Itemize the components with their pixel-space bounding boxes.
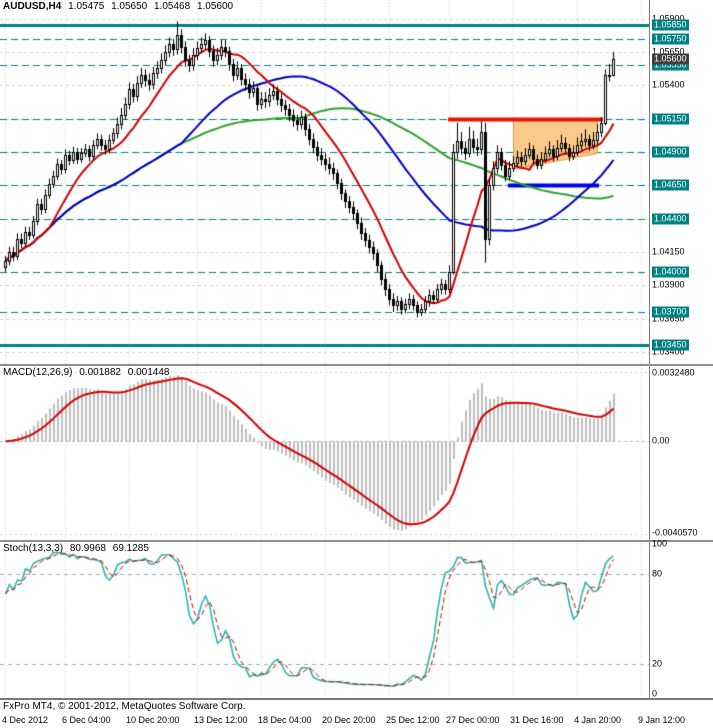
macd-plot-area: MACD(12,26,9) 0.001882 0.001448 (0, 366, 649, 540)
time-axis-label: 25 Dec 12:00 (386, 715, 440, 725)
macd-axis-max-label: 0.0032480 (652, 367, 695, 378)
stoch-axis-label: 0 (652, 688, 658, 699)
stoch-d-value: 69.1285 (112, 543, 149, 554)
panel-divider (0, 540, 713, 542)
ohlc-open-value: 1.05475 (68, 1, 105, 12)
current-price-label: 1.05600 (652, 53, 689, 65)
macd-signal-value: 0.001448 (127, 367, 170, 378)
price-line-label: 1.04400 (652, 213, 689, 225)
price-line-label: 1.05850 (652, 19, 689, 31)
price-line-label: 1.03700 (652, 306, 689, 318)
stochastic-panel: Stoch(13,3,3) 80.9968 69.1285 100 80 20 0 (0, 538, 713, 699)
price-line-label: 1.04000 (652, 266, 689, 278)
ohlc-close-value: 1.05600 (196, 1, 234, 12)
time-axis-label: 10 Dec 20:00 (126, 715, 180, 725)
price-line-label: 1.04650 (652, 179, 689, 191)
stochastic-canvas[interactable] (0, 542, 649, 698)
macd-axis[interactable]: 0.0032480 0.00 -0.0040570 (649, 366, 713, 540)
price-axis-label: 1.03900 (652, 279, 685, 290)
macd-title: MACD(12,26,9) 0.001882 0.001448 (3, 367, 173, 378)
price-axis-label: 1.05650 (652, 46, 685, 57)
stochastic-title: Stoch(13,3,3) 80.9968 69.1285 (3, 543, 153, 554)
macd-axis-min-label: -0.0040570 (652, 527, 698, 538)
stoch-k-value: 80.9968 (69, 543, 106, 554)
copyright-text: FxPro MT4, © 2001-2012, MetaQuotes Softw… (3, 701, 246, 712)
price-line-label: 1.04900 (652, 146, 689, 158)
price-axis-label: 1.03400 (652, 346, 685, 357)
time-axis-label: 13 Dec 12:00 (194, 715, 248, 725)
price-axis-label: 1.04150 (652, 246, 685, 257)
stoch-axis-label: 20 (652, 658, 663, 669)
price-axis-label: 1.03650 (652, 313, 685, 324)
main-chart-canvas[interactable] (0, 0, 649, 364)
macd-panel: MACD(12,26,9) 0.001882 0.001448 0.003248… (0, 366, 713, 540)
price-axis-label: 1.05900 (652, 13, 685, 24)
time-axis-label: 6 Dec 04:00 (62, 715, 111, 725)
price-line-label: 1.05750 (652, 33, 689, 45)
price-axis-label: 1.05400 (652, 79, 685, 90)
time-axis-label: 20 Dec 20:00 (322, 715, 376, 725)
time-axis-label: 4 Dec 2012 (2, 715, 49, 725)
chart-title: AUDUSD,H4 1.05475 1.05650 1.05468 1.0560… (3, 1, 237, 12)
stoch-axis-label: 80 (652, 568, 663, 579)
panel-divider (0, 364, 713, 366)
symbol-timeframe-label: AUDUSD,H4 (3, 1, 62, 12)
stoch-axis-label: 100 (652, 538, 668, 549)
time-axis-label: 31 Dec 16:00 (510, 715, 564, 725)
macd-main-value: 0.001882 (79, 367, 121, 378)
stochastic-plot-area: Stoch(13,3,3) 80.9968 69.1285 (0, 542, 649, 698)
time-axis-label: 9 Jan 12:00 (638, 715, 686, 725)
price-line-label: 1.05150 (652, 113, 689, 125)
price-line-label: 1.03450 (652, 339, 689, 351)
price-axis[interactable]: 1.05900 1.05650 1.05400 1.04150 1.03900 1.036… (649, 0, 713, 364)
price-line-label: 1.05550 (652, 59, 689, 71)
main-price-panel: AUDUSD,H4 1.05475 1.05650 1.05468 1.0560… (0, 0, 713, 364)
main-plot-area: AUDUSD,H4 1.05475 1.05650 1.05468 1.0560… (0, 0, 649, 364)
time-axis-label: 18 Dec 04:00 (258, 715, 312, 725)
ohlc-high-value: 1.05650 (111, 1, 148, 12)
stochastic-axis[interactable]: 100 80 20 0 (649, 538, 713, 699)
ohlc-low-value: 1.05468 (154, 1, 191, 12)
stoch-name-label: Stoch(13,3,3) (3, 543, 64, 554)
time-axis-label: 4 Jan 20:00 (574, 715, 622, 725)
time-axis-bar[interactable]: FxPro MT4, © 2001-2012, MetaQuotes Softw… (0, 698, 713, 728)
macd-canvas[interactable] (0, 366, 649, 540)
time-axis-label: 27 Dec 00:00 (446, 715, 500, 725)
macd-axis-zero-label: 0.00 (652, 435, 670, 446)
macd-name-label: MACD(12,26,9) (3, 367, 73, 378)
